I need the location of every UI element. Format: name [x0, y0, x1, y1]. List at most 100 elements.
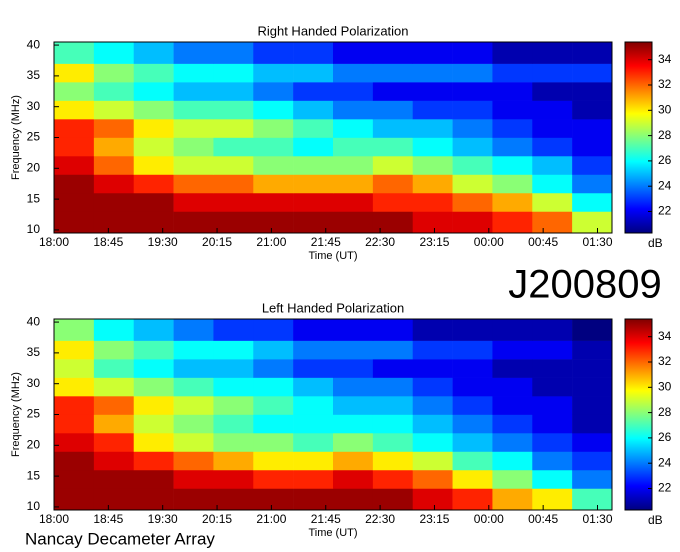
heat-cell	[572, 42, 613, 64]
heat-cell	[253, 119, 294, 138]
heat-cell	[293, 469, 334, 489]
heat-cell	[532, 469, 573, 489]
heat-cell	[253, 340, 294, 360]
heat-cell	[93, 432, 135, 452]
heat-cell	[572, 414, 613, 434]
heat-cell	[492, 137, 533, 157]
heat-cell	[173, 137, 214, 157]
heat-cell	[492, 82, 533, 101]
heat-cell	[572, 488, 613, 511]
heat-cell	[452, 488, 493, 511]
heat-cell	[213, 192, 254, 212]
heat-cell	[54, 319, 95, 341]
heat-cell	[54, 42, 95, 64]
heat-cell	[412, 488, 453, 511]
heat-cell	[572, 155, 613, 175]
heat-cell	[213, 63, 254, 83]
heat-cell	[532, 359, 573, 378]
heat-cell	[93, 155, 135, 175]
heat-cell	[572, 451, 613, 471]
heat-cell	[452, 211, 493, 234]
heat-cell	[333, 155, 374, 175]
y-axis-label: Frequency (MHz)	[10, 95, 22, 180]
colorbar-tick-label: 30	[658, 379, 672, 393]
heat-cell	[173, 359, 214, 378]
y-tick-label: 35	[27, 345, 41, 359]
heat-cell	[133, 377, 174, 397]
heat-cell	[372, 174, 414, 194]
heat-cell	[452, 432, 493, 452]
heat-cell	[372, 414, 414, 434]
heat-cell	[133, 359, 174, 378]
heat-cell	[572, 469, 613, 489]
heat-cell	[133, 414, 174, 434]
heat-cell	[412, 63, 453, 83]
heat-cell	[452, 340, 493, 360]
heat-cell	[293, 340, 334, 360]
heat-cell	[253, 42, 294, 64]
x-tick-label: 18:00	[39, 235, 69, 249]
heat-cell	[213, 174, 254, 194]
heat-cell	[333, 432, 374, 452]
heat-cell	[293, 174, 334, 194]
heat-cell	[54, 340, 95, 360]
heat-cell	[492, 469, 533, 489]
heat-cell	[532, 414, 573, 434]
heat-cell	[133, 137, 174, 157]
heat-cell	[492, 174, 533, 194]
heat-cell	[253, 100, 294, 120]
heat-cell	[572, 377, 613, 397]
heat-cell	[532, 137, 573, 157]
colorbar-tick-label: 34	[658, 329, 672, 343]
heat-cell	[253, 174, 294, 194]
y-tick-label: 40	[27, 314, 41, 328]
heat-cell	[54, 469, 95, 489]
heat-cell	[133, 82, 174, 101]
y-tick-label: 25	[27, 130, 41, 144]
heat-cell	[492, 119, 533, 138]
heat-cell	[532, 211, 573, 234]
heat-cell	[532, 432, 573, 452]
heat-cell	[572, 359, 613, 378]
heat-cell	[333, 42, 374, 64]
heat-cell	[54, 396, 95, 415]
heat-cell	[293, 359, 334, 378]
colorbar-tick-label: 24	[658, 455, 672, 469]
heat-cell	[532, 377, 573, 397]
colorbar-tick-label: 28	[658, 128, 672, 142]
heat-cell	[93, 192, 135, 212]
heat-cell	[333, 82, 374, 101]
heat-cell	[572, 432, 613, 452]
heat-cell	[412, 396, 453, 415]
heat-cell	[173, 451, 214, 471]
y-axis-label: Frequency (MHz)	[10, 372, 22, 457]
heat-cell	[492, 63, 533, 83]
heat-cell	[293, 63, 334, 83]
heat-cell	[133, 340, 174, 360]
heat-cell	[412, 340, 453, 360]
heat-cell	[372, 469, 414, 489]
heat-cell	[333, 100, 374, 120]
heat-cell	[492, 192, 533, 212]
heat-cell	[173, 469, 214, 489]
heat-cell	[452, 469, 493, 489]
heat-cell	[213, 414, 254, 434]
heat-cell	[133, 63, 174, 83]
x-tick-label: 21:45	[311, 512, 341, 526]
heat-cell	[253, 319, 294, 341]
heat-cell	[572, 119, 613, 138]
heat-cell	[213, 340, 254, 360]
heat-cell	[93, 340, 135, 360]
heat-cell	[54, 414, 95, 434]
heat-cell	[372, 319, 414, 341]
heat-cell	[372, 63, 414, 83]
heat-cell	[133, 396, 174, 415]
colorbar	[624, 318, 653, 511]
heat-cell	[253, 63, 294, 83]
heat-cell	[492, 319, 533, 341]
heat-cell	[532, 396, 573, 415]
heat-cell	[333, 192, 374, 212]
heat-cell	[333, 137, 374, 157]
heat-cell	[253, 451, 294, 471]
heat-cell	[492, 42, 533, 64]
